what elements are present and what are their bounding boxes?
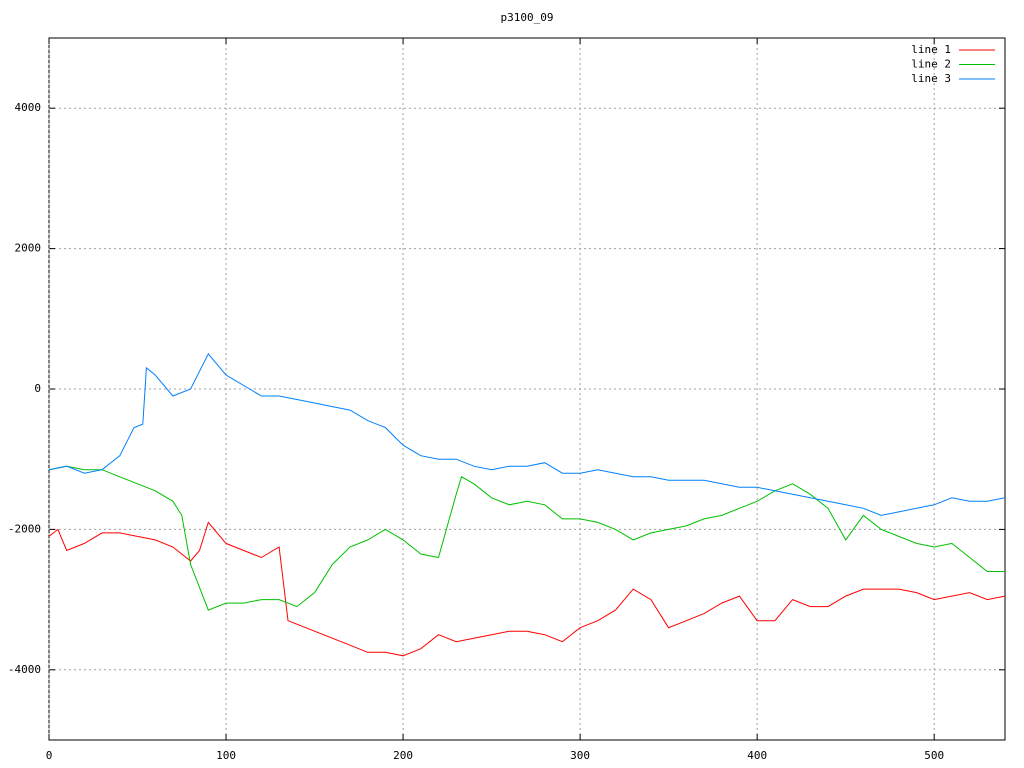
x-tick-label: 400 bbox=[747, 749, 767, 762]
legend-label: line 1 bbox=[911, 43, 951, 56]
x-tick-label: 300 bbox=[570, 749, 590, 762]
y-tick-label: 2000 bbox=[15, 242, 42, 255]
x-tick-label: 100 bbox=[216, 749, 236, 762]
chart-title: p3100_09 bbox=[501, 11, 554, 24]
y-tick-label: -2000 bbox=[8, 522, 41, 535]
x-tick-label: 200 bbox=[393, 749, 413, 762]
y-tick-label: 4000 bbox=[15, 101, 42, 114]
legend-label: line 3 bbox=[911, 72, 951, 85]
series-line bbox=[48, 352, 1006, 516]
series-line bbox=[48, 521, 1006, 657]
x-tick-label: 500 bbox=[924, 749, 944, 762]
y-tick-label: 0 bbox=[34, 382, 41, 395]
series-line bbox=[48, 465, 1005, 611]
plot-frame bbox=[48, 37, 1006, 741]
x-tick-label: 0 bbox=[46, 749, 53, 762]
legend-label: line 2 bbox=[911, 58, 951, 71]
y-tick-label: -4000 bbox=[8, 663, 41, 676]
